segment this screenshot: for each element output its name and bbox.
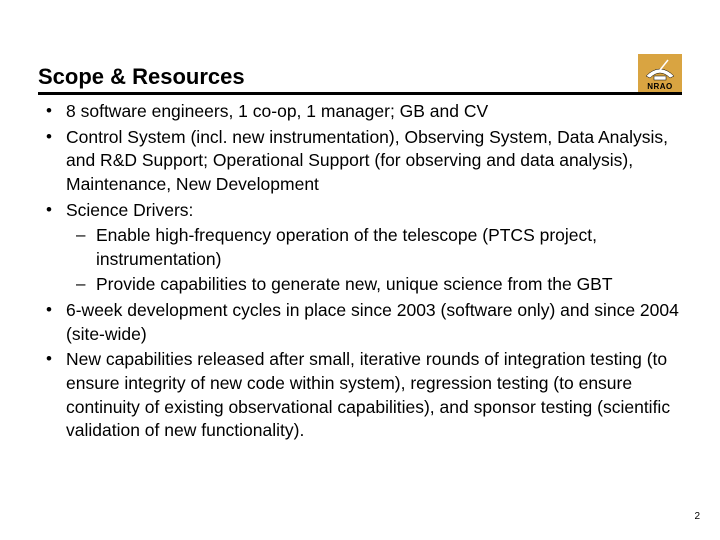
sub-bullet-list: Enable high-frequency operation of the t… [66, 224, 682, 297]
sub-bullet-item: Enable high-frequency operation of the t… [66, 224, 682, 271]
logo-text: NRAO [638, 82, 682, 91]
content-area: 8 software engineers, 1 co-op, 1 manager… [38, 100, 682, 445]
page-number: 2 [694, 511, 700, 522]
bullet-text: Science Drivers: [66, 200, 193, 220]
bullet-item: Science Drivers: Enable high-frequency o… [38, 199, 682, 298]
bullet-item: Control System (incl. new instrumentatio… [38, 126, 682, 197]
sub-bullet-item: Provide capabilities to generate new, un… [66, 273, 682, 297]
slide-title: Scope & Resources [38, 64, 245, 90]
bullet-list: 8 software engineers, 1 co-op, 1 manager… [38, 100, 682, 443]
bullet-item: 6-week development cycles in place since… [38, 299, 682, 346]
title-bar: Scope & Resources NRAO [38, 54, 682, 95]
dish-icon [640, 56, 680, 82]
bullet-item: 8 software engineers, 1 co-op, 1 manager… [38, 100, 682, 124]
nrao-logo: NRAO [638, 54, 682, 92]
bullet-item: New capabilities released after small, i… [38, 348, 682, 443]
